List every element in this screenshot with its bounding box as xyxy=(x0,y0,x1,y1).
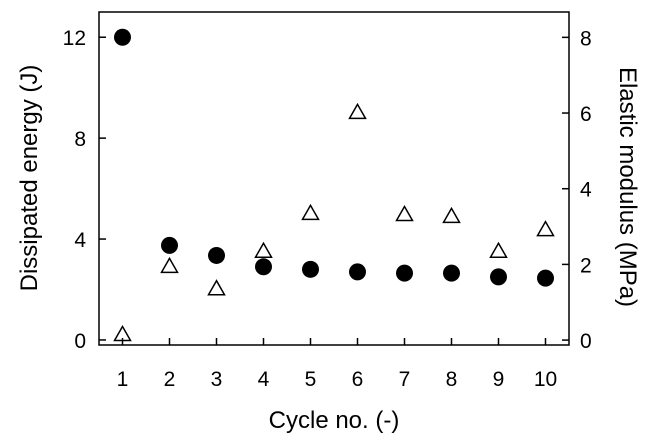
energy-point xyxy=(114,28,131,46)
energy-point xyxy=(302,260,319,278)
y-right-tick-label: 6 xyxy=(580,103,592,126)
modulus-point xyxy=(160,256,179,274)
modulus-point xyxy=(113,324,132,342)
x-tick-label: 4 xyxy=(258,368,270,391)
energy-point xyxy=(396,264,413,282)
energy-point xyxy=(208,246,225,264)
modulus-point xyxy=(395,205,414,222)
x-tick-label: 10 xyxy=(534,368,557,391)
y-right-tick-label: 8 xyxy=(580,27,592,50)
modulus-point xyxy=(536,220,555,237)
plot-frame xyxy=(98,11,570,346)
y-left-tick-label: 8 xyxy=(74,128,86,151)
x-tick-label: 2 xyxy=(164,368,176,391)
x-tick-label: 7 xyxy=(399,368,411,391)
modulus-point xyxy=(254,241,273,258)
x-tick-label: 5 xyxy=(305,368,317,391)
x-tick-label: 8 xyxy=(446,368,458,391)
y-axis-right-title: Elastic modulus (MPa) xyxy=(614,67,641,307)
energy-point xyxy=(161,236,178,254)
modulus-point xyxy=(489,241,508,258)
x-axis-title: Cycle no. (-) xyxy=(269,407,400,434)
energy-point xyxy=(349,263,366,281)
y-left-tick-label: 0 xyxy=(74,330,86,353)
y-left-tick-label: 4 xyxy=(74,229,86,252)
modulus-point xyxy=(207,279,226,296)
y-left-tick-label: 12 xyxy=(63,27,86,50)
y-axis-left-title: Dissipated energy (J) xyxy=(16,65,43,292)
x-tick-label: 9 xyxy=(493,368,505,391)
energy-point xyxy=(537,269,554,287)
energy-point xyxy=(490,268,507,286)
modulus-point xyxy=(442,206,461,224)
x-tick-label: 3 xyxy=(211,368,223,391)
modulus-point xyxy=(301,203,320,221)
x-tick-label: 1 xyxy=(117,368,129,391)
modulus-point xyxy=(348,102,367,120)
y-right-tick-label: 2 xyxy=(580,254,592,277)
marks-layer xyxy=(113,28,555,342)
x-tick-label: 6 xyxy=(352,368,364,391)
y-right-tick-label: 0 xyxy=(580,330,592,353)
energy-point xyxy=(255,258,272,276)
energy-point xyxy=(443,264,460,282)
y-right-tick-label: 4 xyxy=(580,179,592,202)
